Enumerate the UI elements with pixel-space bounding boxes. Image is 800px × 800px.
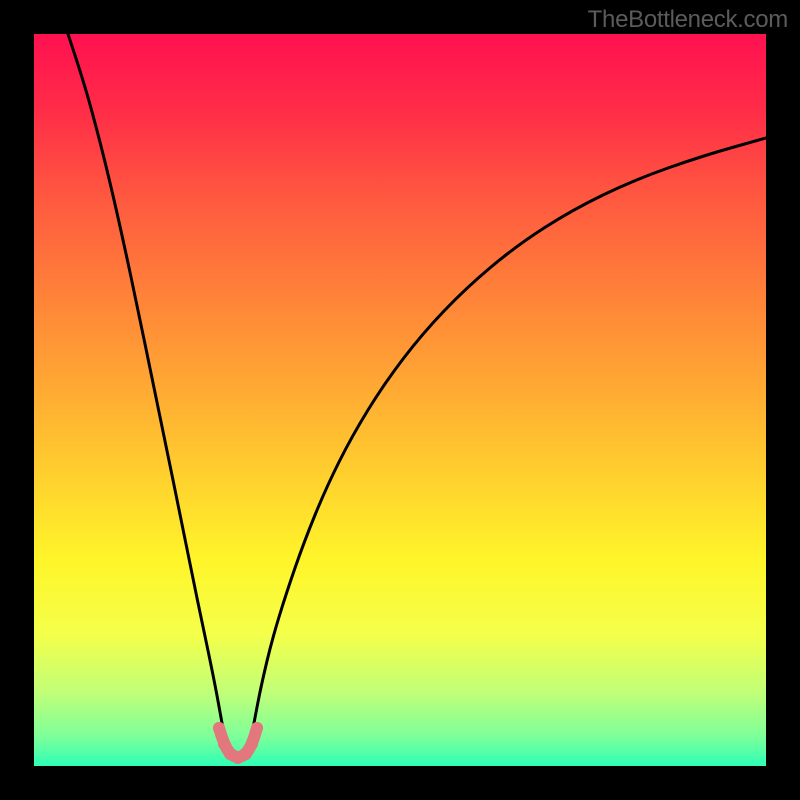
watermark-text: TheBottleneck.com bbox=[588, 6, 788, 34]
plot-area bbox=[34, 34, 766, 766]
curve-layer bbox=[34, 34, 766, 766]
left-curve bbox=[68, 34, 224, 734]
right-curve bbox=[252, 138, 766, 734]
valley-marker bbox=[213, 722, 263, 764]
